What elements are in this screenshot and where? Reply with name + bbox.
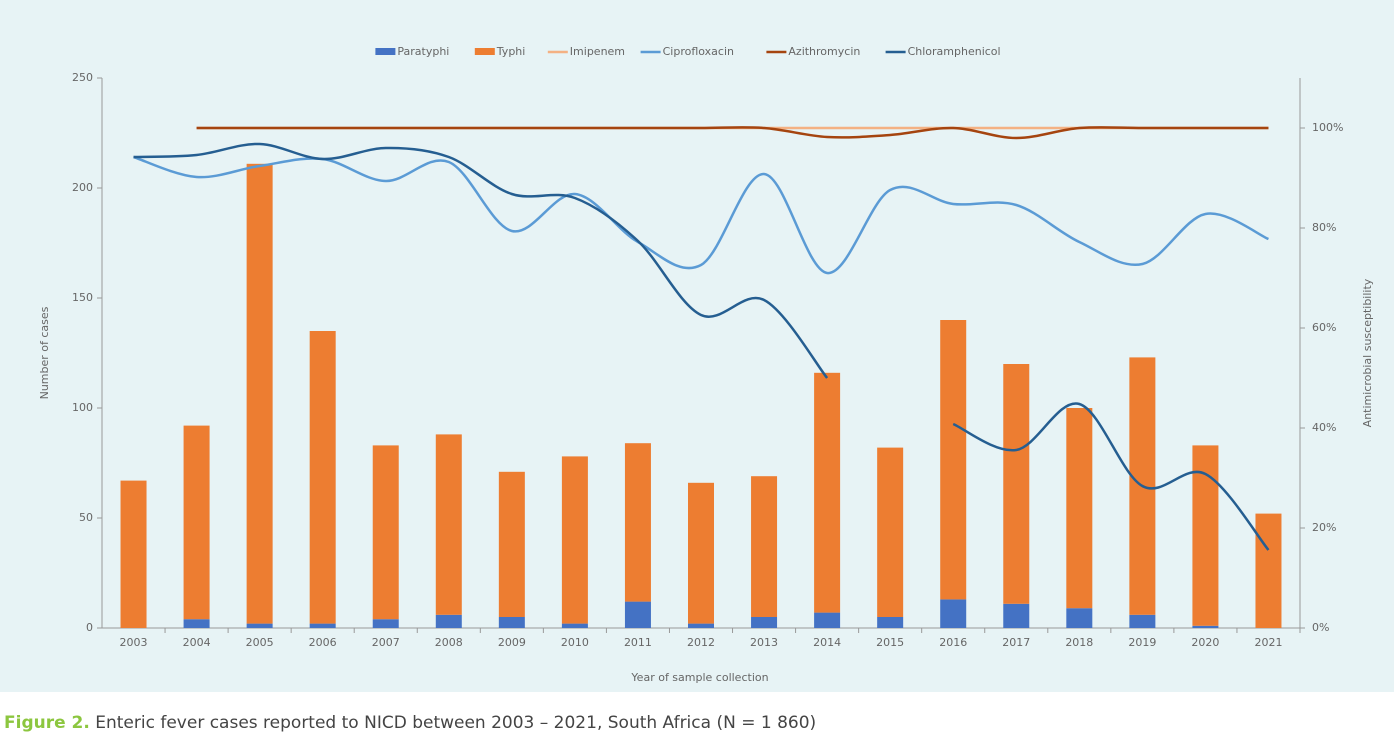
bar <box>246 623 273 628</box>
legend-label: Azithromycin <box>788 45 860 58</box>
legend-label: Imipenem <box>570 45 625 58</box>
x-tick-label: 2007 <box>372 636 400 649</box>
bar <box>1192 445 1219 626</box>
y2-tick-label: 60% <box>1312 321 1336 334</box>
bar <box>435 434 462 615</box>
x-tick-label: 2008 <box>435 636 463 649</box>
x-tick-label: 2009 <box>498 636 526 649</box>
legend-label: Ciprofloxacin <box>663 45 734 58</box>
x-tick-label: 2020 <box>1191 636 1219 649</box>
bar <box>877 617 904 628</box>
y-axis-label: Number of cases <box>38 306 51 399</box>
x-tick-label: 2012 <box>687 636 715 649</box>
caption-text: Enteric fever cases reported to NICD bet… <box>95 713 816 733</box>
x-tick-label: 2018 <box>1065 636 1093 649</box>
y-tick-label: 150 <box>72 291 93 304</box>
x-tick-label: 2019 <box>1128 636 1156 649</box>
y2-tick-label: 20% <box>1312 521 1336 534</box>
legend-label: Chloramphenicol <box>908 45 1001 58</box>
caption-label: Figure 2. <box>4 713 90 733</box>
x-tick-label: 2014 <box>813 636 841 649</box>
bar <box>940 599 967 628</box>
line <box>196 126 1269 140</box>
bar <box>309 331 336 624</box>
y2-tick-label: 100% <box>1312 121 1343 134</box>
bar <box>814 612 841 628</box>
x-tick-label: 2011 <box>624 636 652 649</box>
bar <box>624 443 651 602</box>
bar <box>1255 513 1282 628</box>
bar <box>751 476 778 617</box>
x-tick-label: 2013 <box>750 636 778 649</box>
y2-tick-label: 40% <box>1312 421 1336 434</box>
x-tick-label: 2004 <box>183 636 211 649</box>
y2-tick-label: 0% <box>1312 621 1329 634</box>
x-tick-label: 2005 <box>246 636 274 649</box>
y2-axis-label: Antimicrobial susceptibility <box>1361 278 1374 427</box>
bar <box>940 320 967 600</box>
legend-label: Typhi <box>496 45 526 58</box>
y-tick-label: 200 <box>72 181 93 194</box>
y-tick-label: 250 <box>72 71 93 84</box>
x-tick-label: 2010 <box>561 636 589 649</box>
y-tick-label: 100 <box>72 401 93 414</box>
bar <box>183 425 210 620</box>
bar <box>1192 625 1219 628</box>
bar <box>624 601 651 628</box>
line <box>133 142 829 379</box>
legend-swatch <box>474 48 495 55</box>
x-tick-label: 2021 <box>1254 636 1282 649</box>
bar <box>1003 603 1030 628</box>
bar <box>435 614 462 628</box>
bar <box>1066 408 1093 609</box>
bar <box>877 447 904 617</box>
bar <box>498 471 525 617</box>
legend-label: Paratyphi <box>397 45 449 58</box>
bar <box>309 623 336 628</box>
bar <box>1066 608 1093 628</box>
x-tick-label: 2017 <box>1002 636 1030 649</box>
legend-swatch <box>375 48 396 55</box>
bar <box>120 480 147 628</box>
line <box>952 402 1270 551</box>
bar <box>372 619 399 628</box>
x-tick-label: 2006 <box>309 636 337 649</box>
x-tick-label: 2003 <box>120 636 148 649</box>
bar <box>498 617 525 628</box>
y2-tick-label: 80% <box>1312 221 1336 234</box>
caption: Figure 2. Enteric fever cases reported t… <box>4 713 816 733</box>
x-tick-label: 2016 <box>939 636 967 649</box>
bar <box>561 456 588 624</box>
line <box>133 155 1269 275</box>
x-tick-label: 2015 <box>876 636 904 649</box>
bar <box>688 623 714 628</box>
y-tick-label: 50 <box>79 511 93 524</box>
x-axis-label: Year of sample collection <box>630 671 768 684</box>
bar <box>1129 614 1156 628</box>
bar <box>561 623 588 628</box>
y-tick-label: 0 <box>86 621 93 634</box>
bar <box>1003 364 1030 604</box>
bar <box>814 372 841 613</box>
bar <box>372 445 399 620</box>
bar <box>183 619 210 628</box>
bar <box>246 163 273 624</box>
bar <box>688 482 714 624</box>
bar <box>751 617 778 628</box>
